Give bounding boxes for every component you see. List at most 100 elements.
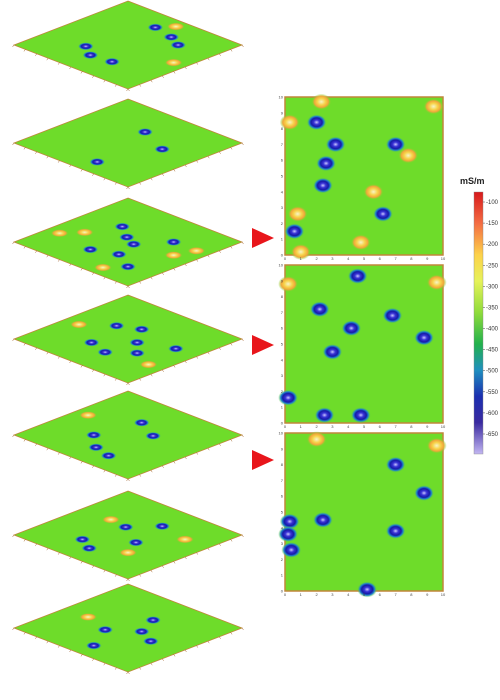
high-anomaly	[119, 548, 137, 557]
high-anomaly	[279, 114, 300, 131]
y-tick-label: 9	[281, 110, 284, 115]
low-anomaly	[142, 637, 159, 646]
x-tick-label: 1	[300, 424, 303, 429]
slice-3d-tick	[184, 164, 187, 168]
low-anomaly	[385, 522, 406, 539]
slice-3d-tick	[57, 259, 60, 262]
y-tick-label: 2	[281, 557, 284, 562]
low-anomaly	[88, 443, 105, 452]
slice-3d	[12, 390, 244, 482]
slice-3d-tick	[80, 561, 83, 564]
slice-2d-frame	[284, 432, 444, 592]
low-anomaly	[284, 223, 305, 240]
slice-3d-tick	[114, 474, 117, 477]
slice-3d-tick	[230, 343, 233, 346]
slice-3d-tick	[161, 465, 164, 468]
colorbar-tick-label: -100	[486, 200, 499, 206]
slice-3d-tick	[126, 671, 129, 675]
x-tick-label: 4	[347, 424, 350, 429]
slice-3d-tick	[114, 667, 117, 670]
x-tick-label: 4	[347, 592, 350, 597]
slice-3d-tick	[12, 142, 15, 146]
slice-3d-tick	[23, 343, 26, 346]
slice-3d-tick	[80, 71, 83, 74]
slice-3d-tick	[92, 465, 95, 468]
high-anomaly	[101, 515, 120, 524]
high-anomaly	[50, 229, 69, 238]
slice-3d-tick	[161, 658, 164, 661]
slice-3d-tick	[114, 574, 117, 577]
slice-3d-tick	[35, 151, 37, 154]
low-anomaly	[82, 245, 99, 254]
y-tick-label: 5	[281, 510, 284, 515]
arrow-marker	[252, 228, 274, 248]
x-tick-label: 8	[410, 592, 413, 597]
y-tick-label: 8	[281, 294, 284, 299]
slice-3d-tick	[139, 84, 142, 87]
low-anomaly	[350, 407, 371, 424]
low-anomaly	[85, 431, 102, 439]
slice-3d-tick	[57, 645, 60, 648]
colorbar-tick-label: -400	[486, 327, 499, 333]
low-anomaly	[385, 136, 406, 153]
slice-3d-tick	[23, 632, 26, 635]
slice-3d-tick	[196, 62, 199, 65]
slice-3d-tick	[80, 365, 83, 368]
y-tick-label: 0	[281, 421, 284, 426]
slice-3d-tick	[161, 565, 164, 568]
colorbar-tick-label: -300	[486, 284, 499, 290]
y-tick-label: 7	[281, 478, 284, 483]
slice-3d-tick	[230, 246, 233, 249]
slice-3d-tick	[150, 470, 153, 473]
low-anomaly	[108, 321, 125, 330]
low-anomaly	[83, 338, 100, 347]
low-anomaly	[118, 233, 135, 242]
low-anomaly	[110, 250, 127, 259]
slice-3d-tick	[46, 58, 49, 61]
high-anomaly	[79, 411, 98, 420]
y-tick-label: 3	[281, 373, 284, 378]
slice-3d-tick	[173, 268, 176, 271]
slice-3d-tick	[218, 53, 221, 56]
x-tick-label: 9	[426, 424, 429, 429]
x-tick-label: 8	[410, 424, 413, 429]
slice-3d-tick	[23, 439, 26, 442]
slice-3d-tick	[207, 156, 210, 159]
low-anomaly	[170, 41, 187, 49]
x-tick-label: 9	[426, 256, 429, 261]
slice-3d-tick	[57, 160, 60, 163]
low-anomaly	[278, 526, 299, 543]
slice-3d-tick	[69, 556, 72, 560]
slice-3d	[12, 583, 244, 675]
x-tick-label: 0	[284, 424, 287, 429]
slice-3d-tick	[207, 352, 210, 355]
y-tick-label: 5	[281, 174, 284, 179]
slice-3d-tick	[103, 570, 106, 573]
slice-3d-tick	[127, 186, 130, 190]
y-tick-label: 10	[279, 95, 284, 100]
low-anomaly	[372, 205, 393, 222]
low-anomaly	[163, 33, 180, 42]
slice-3d-tick	[218, 151, 221, 154]
x-tick-label: 5	[363, 592, 366, 597]
slice-3d-tick	[139, 182, 142, 185]
high-anomaly	[287, 205, 308, 222]
x-tick-label: 6	[379, 256, 382, 261]
slice-3d-surface	[12, 583, 244, 673]
low-anomaly	[114, 222, 131, 231]
colorbar-tick-label: -450	[486, 348, 499, 354]
slice-3d-tick	[161, 173, 164, 176]
low-anomaly	[127, 538, 144, 547]
slice-3d-tick	[150, 663, 153, 666]
y-tick-label: 6	[281, 494, 284, 499]
slice-3d-tick	[127, 382, 130, 386]
low-anomaly	[85, 641, 102, 650]
high-anomaly	[426, 437, 447, 454]
low-anomaly	[385, 456, 406, 473]
x-tick-label: 5	[363, 256, 366, 261]
y-tick-label: 10	[279, 263, 284, 268]
slice-3d-tick	[161, 272, 164, 275]
stacked-3d-slices	[12, 0, 244, 675]
slice-3d-tick	[69, 456, 72, 460]
colorbar-unit-label: mS/m	[460, 176, 485, 186]
